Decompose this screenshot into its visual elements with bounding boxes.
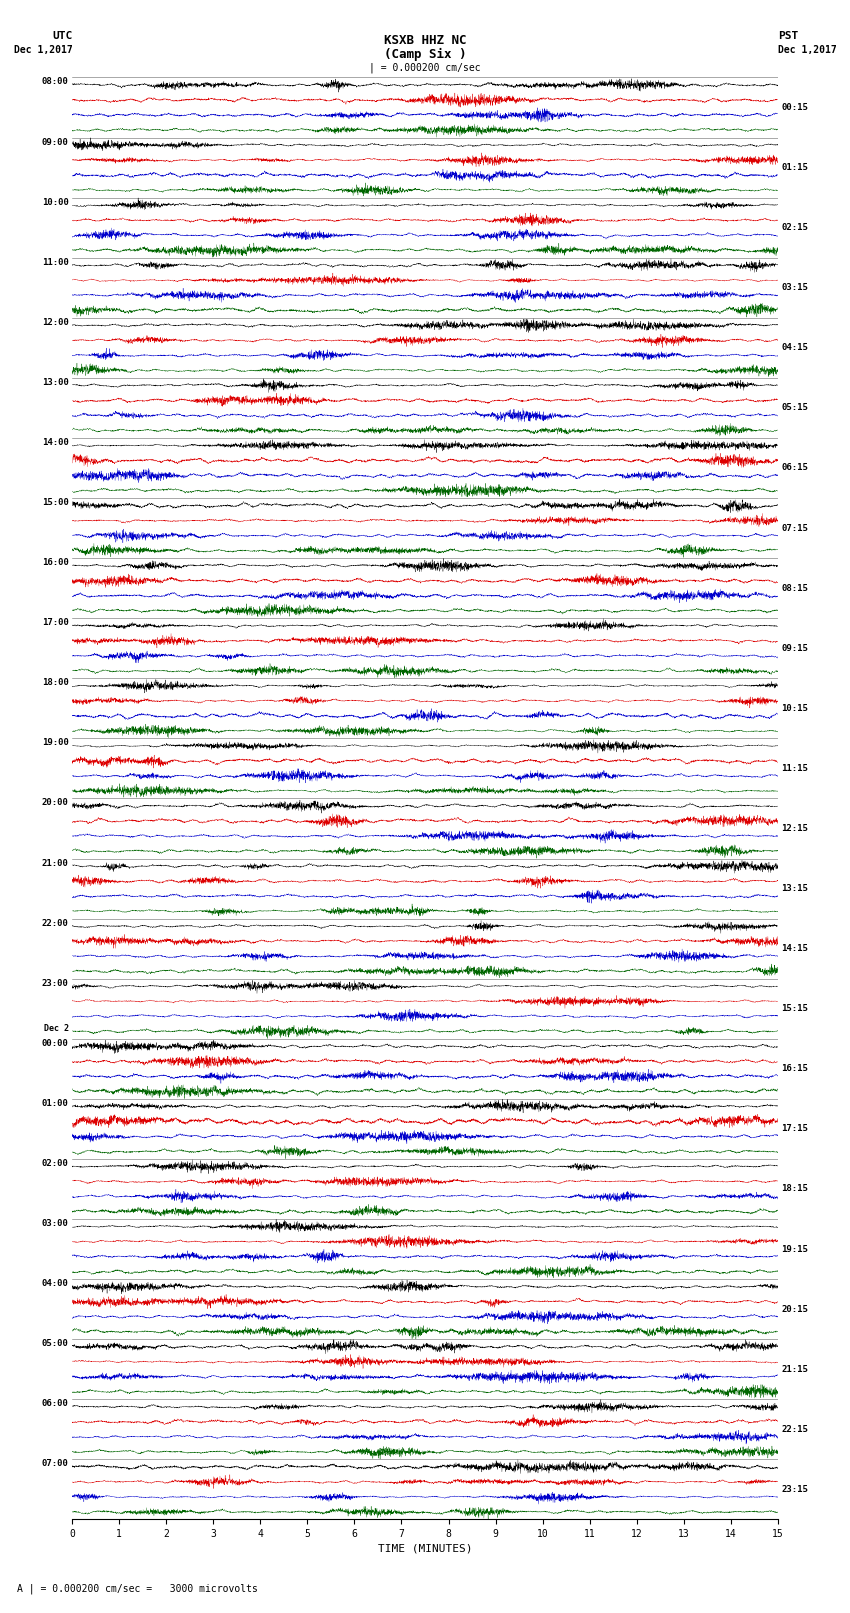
Text: 09:15: 09:15 bbox=[781, 644, 808, 653]
Text: A | = 0.000200 cm/sec =   3000 microvolts: A | = 0.000200 cm/sec = 3000 microvolts bbox=[17, 1582, 258, 1594]
Text: 07:00: 07:00 bbox=[42, 1460, 69, 1468]
Text: 08:15: 08:15 bbox=[781, 584, 808, 592]
Text: 20:00: 20:00 bbox=[42, 798, 69, 808]
Text: (Camp Six ): (Camp Six ) bbox=[383, 48, 467, 61]
Text: 14:15: 14:15 bbox=[781, 944, 808, 953]
Text: 20:15: 20:15 bbox=[781, 1305, 808, 1313]
Text: 10:15: 10:15 bbox=[781, 703, 808, 713]
Text: 21:15: 21:15 bbox=[781, 1365, 808, 1374]
Text: 23:15: 23:15 bbox=[781, 1486, 808, 1494]
Text: 00:15: 00:15 bbox=[781, 103, 808, 111]
Text: 21:00: 21:00 bbox=[42, 858, 69, 868]
Text: 15:00: 15:00 bbox=[42, 498, 69, 506]
Text: 06:00: 06:00 bbox=[42, 1400, 69, 1408]
Text: 01:15: 01:15 bbox=[781, 163, 808, 173]
Text: 01:00: 01:00 bbox=[42, 1098, 69, 1108]
Text: 14:00: 14:00 bbox=[42, 439, 69, 447]
Text: 00:00: 00:00 bbox=[42, 1039, 69, 1048]
Text: 03:00: 03:00 bbox=[42, 1219, 69, 1227]
Text: 05:15: 05:15 bbox=[781, 403, 808, 413]
Text: 04:00: 04:00 bbox=[42, 1279, 69, 1289]
Text: 10:00: 10:00 bbox=[42, 198, 69, 206]
Text: 18:15: 18:15 bbox=[781, 1184, 808, 1194]
Text: 17:15: 17:15 bbox=[781, 1124, 808, 1134]
Text: 13:15: 13:15 bbox=[781, 884, 808, 894]
Text: 19:15: 19:15 bbox=[781, 1245, 808, 1253]
Text: 08:00: 08:00 bbox=[42, 77, 69, 87]
Text: Dec 2: Dec 2 bbox=[44, 1024, 69, 1034]
Text: 12:15: 12:15 bbox=[781, 824, 808, 832]
Text: 02:00: 02:00 bbox=[42, 1158, 69, 1168]
Text: PST: PST bbox=[778, 31, 798, 40]
Text: 05:00: 05:00 bbox=[42, 1339, 69, 1348]
Text: 11:00: 11:00 bbox=[42, 258, 69, 266]
Text: 06:15: 06:15 bbox=[781, 463, 808, 473]
Text: 23:00: 23:00 bbox=[42, 979, 69, 987]
Text: 04:15: 04:15 bbox=[781, 344, 808, 352]
Text: 18:00: 18:00 bbox=[42, 677, 69, 687]
Text: UTC: UTC bbox=[52, 31, 72, 40]
Text: 16:00: 16:00 bbox=[42, 558, 69, 568]
Text: 19:00: 19:00 bbox=[42, 739, 69, 747]
Text: 13:00: 13:00 bbox=[42, 377, 69, 387]
X-axis label: TIME (MINUTES): TIME (MINUTES) bbox=[377, 1544, 473, 1553]
Text: Dec 1,2017: Dec 1,2017 bbox=[14, 45, 72, 55]
Text: KSXB HHZ NC: KSXB HHZ NC bbox=[383, 34, 467, 47]
Text: Dec 1,2017: Dec 1,2017 bbox=[778, 45, 836, 55]
Text: | = 0.000200 cm/sec: | = 0.000200 cm/sec bbox=[369, 63, 481, 74]
Text: 15:15: 15:15 bbox=[781, 1005, 808, 1013]
Text: 22:00: 22:00 bbox=[42, 919, 69, 927]
Text: 02:15: 02:15 bbox=[781, 223, 808, 232]
Text: 17:00: 17:00 bbox=[42, 618, 69, 627]
Text: 12:00: 12:00 bbox=[42, 318, 69, 327]
Text: 22:15: 22:15 bbox=[781, 1424, 808, 1434]
Text: 09:00: 09:00 bbox=[42, 137, 69, 147]
Text: 03:15: 03:15 bbox=[781, 284, 808, 292]
Text: 11:15: 11:15 bbox=[781, 765, 808, 773]
Text: 16:15: 16:15 bbox=[781, 1065, 808, 1073]
Text: 07:15: 07:15 bbox=[781, 524, 808, 532]
